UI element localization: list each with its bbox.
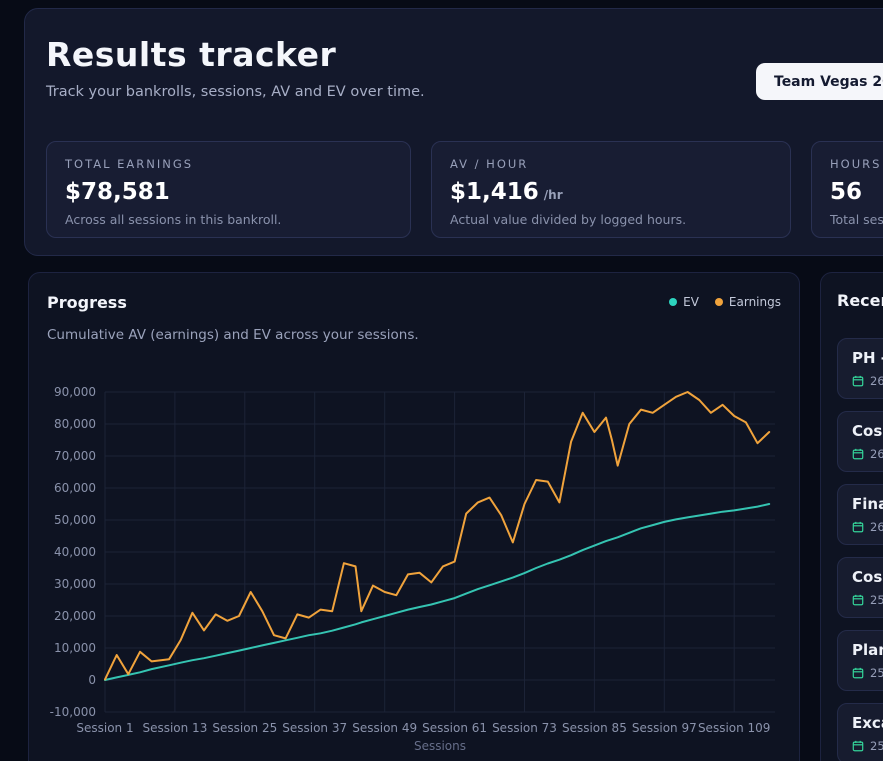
session-date: 25 Nov — [870, 739, 883, 753]
session-item[interactable]: Cosm 26 Nov — [837, 411, 883, 472]
svg-text:20,000: 20,000 — [54, 609, 96, 623]
stat-card-hours: HOURS 56 Total session time logged. — [811, 141, 883, 238]
header-panel: Results tracker Track your bankrolls, se… — [24, 8, 883, 256]
session-title: Cosm — [852, 422, 883, 440]
legend-label: Earnings — [728, 295, 781, 309]
chart-legend: EV Earnings — [669, 295, 781, 309]
stat-value: $78,581 — [65, 179, 170, 205]
svg-text:-10,000: -10,000 — [50, 705, 96, 719]
svg-text:Sessions: Sessions — [414, 739, 466, 752]
calendar-icon — [852, 375, 864, 387]
svg-text:70,000: 70,000 — [54, 449, 96, 463]
legend-item-earnings[interactable]: Earnings — [714, 295, 781, 309]
stat-card-av-hour: AV / HOUR $1,416 /hr Actual value divide… — [431, 141, 791, 238]
svg-text:10,000: 10,000 — [54, 641, 96, 655]
session-date-row: 25 Nov — [852, 739, 883, 753]
svg-text:Session 49: Session 49 — [352, 721, 417, 735]
svg-text:Session 109: Session 109 — [698, 721, 771, 735]
svg-text:Session 25: Session 25 — [212, 721, 277, 735]
session-date: 26 Nov — [870, 520, 883, 534]
session-date: 26 Nov — [870, 374, 883, 388]
recent-sessions-panel: Recent sessions PH - 226 NovCosm26 NovFi… — [820, 272, 883, 761]
session-title: Plane — [852, 641, 883, 659]
calendar-icon — [852, 521, 864, 533]
session-date-row: 26 Nov — [852, 374, 883, 388]
session-item[interactable]: Final 26 Nov — [837, 484, 883, 545]
session-date-row: 25 Nov — [852, 593, 883, 607]
session-item[interactable]: PH - 2 26 Nov — [837, 338, 883, 399]
session-title: Cosm — [852, 568, 883, 586]
calendar-icon — [852, 667, 864, 679]
stat-description: Total session time logged. — [830, 212, 883, 227]
stats-row: TOTAL EARNINGS $78,581 Across all sessio… — [46, 141, 883, 238]
stat-label: TOTAL EARNINGS — [65, 157, 194, 171]
svg-text:60,000: 60,000 — [54, 481, 96, 495]
stat-value: $1,416 — [450, 179, 539, 205]
stat-description: Actual value divided by logged hours. — [450, 212, 687, 227]
session-title: PH - 2 — [852, 349, 883, 367]
session-item[interactable]: Plane 25 Nov — [837, 630, 883, 691]
svg-text:80,000: 80,000 — [54, 417, 96, 431]
stat-value-suffix: /hr — [543, 188, 563, 202]
session-title: Final — [852, 495, 883, 513]
page-title: Results tracker — [46, 35, 337, 74]
svg-text:Session 85: Session 85 — [562, 721, 627, 735]
calendar-icon — [852, 448, 864, 460]
session-item[interactable]: Excal 25 Nov — [837, 703, 883, 761]
legend-item-ev[interactable]: EV — [669, 295, 699, 309]
stat-description: Across all sessions in this bankroll. — [65, 212, 282, 227]
svg-text:40,000: 40,000 — [54, 545, 96, 559]
progress-title: Progress — [47, 292, 127, 312]
calendar-icon — [852, 740, 864, 752]
team-selector-button[interactable]: Team Vegas 2025 — [756, 63, 883, 100]
svg-text:Session 61: Session 61 — [422, 721, 487, 735]
progress-line-chart: -10,000 0 10,000 20,000 30,000 40,000 50,000 60… — [50, 385, 775, 752]
stat-label: AV / HOUR — [450, 157, 529, 171]
svg-text:Session 73: Session 73 — [492, 721, 557, 735]
progress-subtitle: Cumulative AV (earnings) and EV across y… — [47, 327, 419, 343]
session-date-row: 26 Nov — [852, 447, 883, 461]
svg-text:Session 37: Session 37 — [282, 721, 347, 735]
stat-label: HOURS — [830, 157, 882, 171]
earnings-legend-dot-icon — [714, 298, 723, 306]
session-date: 25 Nov — [870, 593, 883, 607]
session-list: PH - 2 26 Nov Cosm 26 Nov Final 26 Nov Cosm 25 … — [837, 338, 883, 761]
session-title: Excal — [852, 714, 883, 732]
svg-text:90,000: 90,000 — [54, 385, 96, 399]
ev-legend-dot-icon — [669, 298, 678, 306]
svg-text:Session 97: Session 97 — [632, 721, 697, 735]
session-item[interactable]: Cosm 25 Nov — [837, 557, 883, 618]
svg-text:50,000: 50,000 — [54, 513, 96, 527]
stat-value: 56 — [830, 179, 863, 205]
svg-text:Session 1: Session 1 — [76, 721, 133, 735]
session-date-row: 25 Nov — [852, 666, 883, 680]
session-date: 25 Nov — [870, 666, 883, 680]
legend-label: EV — [683, 295, 699, 309]
session-date: 26 Nov — [870, 447, 883, 461]
recent-sessions-title: Recent sessions — [837, 291, 883, 310]
svg-text:0: 0 — [88, 673, 96, 687]
stat-card-total-earnings: TOTAL EARNINGS $78,581 Across all sessio… — [46, 141, 411, 238]
svg-text:30,000: 30,000 — [54, 577, 96, 591]
svg-text:Session 13: Session 13 — [142, 721, 207, 735]
progress-panel: Progress EV Earnings Cumulative AV (earn… — [28, 272, 800, 761]
calendar-icon — [852, 594, 864, 606]
session-date-row: 26 Nov — [852, 520, 883, 534]
page-subtitle: Track your bankrolls, sessions, AV and E… — [46, 84, 425, 100]
